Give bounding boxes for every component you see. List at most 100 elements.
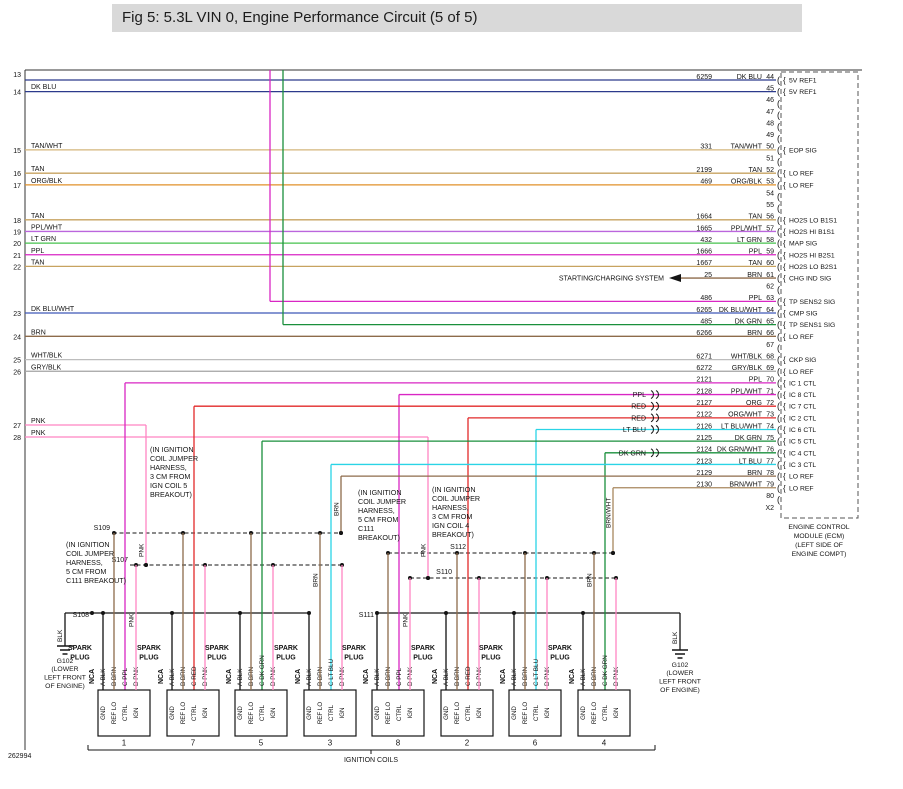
- ecm-signal-label: 5V REF1: [789, 78, 817, 85]
- circuit-number: 2122: [696, 412, 712, 419]
- ecm-signal-label: IC 2 CTL: [789, 415, 816, 422]
- coil-pin-function-label: REF LO: [248, 702, 255, 725]
- coil-pin-color-label: A BLK: [374, 668, 381, 686]
- brace-icon: {: [783, 437, 786, 446]
- note-text: COIL JUMPER: [358, 497, 406, 506]
- ecm-signal-label: HO2S HI B1S1: [789, 229, 835, 236]
- coil-pin-function-label: IGN: [476, 707, 483, 718]
- ecm-pin-number: 71: [766, 388, 774, 395]
- ecm-pin-number: 54: [766, 190, 774, 197]
- ecm-signal-label: HO2S HI B2S1: [789, 252, 835, 259]
- wire-color-label: BRN: [313, 573, 320, 587]
- coil-pin-function-label: GND: [374, 706, 381, 720]
- wire-color-label: PNK: [403, 613, 410, 627]
- brace-icon: {: [783, 379, 786, 388]
- ecm-pin-number: 70: [766, 377, 774, 384]
- pin-socket-icon: (: [777, 133, 780, 143]
- coil-pin-function-label: IGN: [544, 707, 551, 718]
- coil-pin-color-label: D PNK: [133, 666, 140, 686]
- circuit-number: 2128: [696, 388, 712, 395]
- ground-location: LEFT FRONT: [659, 678, 701, 685]
- ecm-signal-label: IC 3 CTL: [789, 462, 816, 469]
- ecm-caption: ENGINE CONTROL: [788, 524, 849, 531]
- circuit-number: 2130: [696, 482, 712, 489]
- note-text: HARNESS,: [66, 558, 103, 567]
- harness-pin-number: 16: [13, 171, 21, 178]
- ecm-pin-number: 48: [766, 120, 774, 127]
- harness-pin-number: 19: [13, 229, 21, 236]
- spark-plug-label: PLUG: [481, 655, 501, 662]
- coil-pin-function-label: CTRL: [602, 704, 609, 721]
- ecm-pin-number: 62: [766, 284, 774, 291]
- coil-pin-color-label: D PNK: [339, 666, 346, 686]
- brace-icon: {: [783, 227, 786, 236]
- wire-color-label: BRN: [747, 272, 762, 279]
- wire-color-label: PNK: [421, 543, 428, 557]
- harness-pin-number: 21: [13, 253, 21, 260]
- circuit-number: 25: [704, 272, 712, 279]
- ignition-coil-box: [371, 689, 425, 737]
- coil-pin-function-label: CTRL: [328, 704, 335, 721]
- inline-connector-icon: [655, 390, 659, 399]
- harness-pin-number: 27: [13, 423, 21, 430]
- brace-icon: {: [783, 297, 786, 306]
- wire-color-label: ORG/WHT: [728, 412, 763, 419]
- brace-icon: {: [783, 472, 786, 481]
- coil-pin-color-label: D PNK: [407, 666, 414, 686]
- circuit-number: 2124: [696, 447, 712, 454]
- coil-pin-function-label: REF LO: [522, 702, 529, 725]
- wire-color-label: PPL: [749, 295, 762, 302]
- junction-dot: [339, 531, 343, 535]
- wire-color-label: BLK: [57, 629, 64, 642]
- coil-pin-function-label: IGN: [133, 707, 140, 718]
- ignition-coil-box: [97, 689, 151, 737]
- spark-plug-label: PLUG: [139, 655, 159, 662]
- wire-color-label: RED: [631, 415, 646, 422]
- pin-socket-icon: (: [777, 494, 780, 504]
- coil-pin-color-label: D PNK: [544, 666, 551, 686]
- branch-system-label: STARTING/CHARGING SYSTEM: [559, 276, 664, 283]
- junction-dot: [611, 551, 615, 555]
- pin-socket-icon: (: [777, 261, 780, 271]
- wire-color-label: DK GRN: [619, 450, 646, 457]
- circuit-number: 2126: [696, 423, 712, 430]
- splice-label: S107: [112, 557, 128, 564]
- spark-plug-label: PLUG: [550, 655, 570, 662]
- brace-icon: {: [783, 181, 786, 190]
- ecm-pin-number: 52: [766, 167, 774, 174]
- wire-color-label: DK BLU/WHT: [719, 307, 763, 314]
- wire-color-label: TAN/WHT: [31, 143, 63, 150]
- wire-color-label: PNK: [31, 430, 46, 437]
- brace-icon: {: [783, 426, 786, 435]
- wire-color-label: ORG/BLK: [731, 179, 762, 186]
- ecm-pin-number: 75: [766, 435, 774, 442]
- pin-socket-icon: (: [777, 378, 780, 388]
- brace-icon: {: [783, 332, 786, 341]
- spark-plug-label: PLUG: [276, 655, 296, 662]
- pin-socket-icon: (: [777, 471, 780, 481]
- note-text: 3 CM FROM: [150, 472, 190, 481]
- ecm-pin-number: 68: [766, 353, 774, 360]
- pin-socket-icon: (: [777, 331, 780, 341]
- nca-label: NCA: [363, 669, 370, 684]
- ecm-pin-number: 60: [766, 260, 774, 267]
- coil-pin-color-label: D PNK: [476, 666, 483, 686]
- coil-pin-function-label: REF LO: [180, 702, 187, 725]
- coil-pin-color-label: C DK GRN: [259, 655, 266, 686]
- circuit-number: 2121: [696, 377, 712, 384]
- ground-location: (LOWER: [51, 666, 78, 673]
- inline-connector-icon: [650, 413, 654, 423]
- junction-dot: [426, 576, 430, 580]
- circuit-number: 2127: [696, 400, 712, 407]
- spark-plug-label: PLUG: [344, 655, 364, 662]
- ecm-signal-label: EOP SIG: [789, 147, 817, 154]
- junction-dot: [144, 563, 148, 567]
- circuit-number: 1664: [696, 214, 712, 221]
- coil-pin-function-label: IGN: [270, 707, 277, 718]
- inline-connector-icon: [655, 413, 659, 423]
- brace-icon: {: [783, 251, 786, 260]
- pin-socket-icon: (: [777, 390, 780, 400]
- wire-color-label: DK GRN/WHT: [717, 447, 763, 454]
- circuit-number: 6271: [696, 353, 712, 360]
